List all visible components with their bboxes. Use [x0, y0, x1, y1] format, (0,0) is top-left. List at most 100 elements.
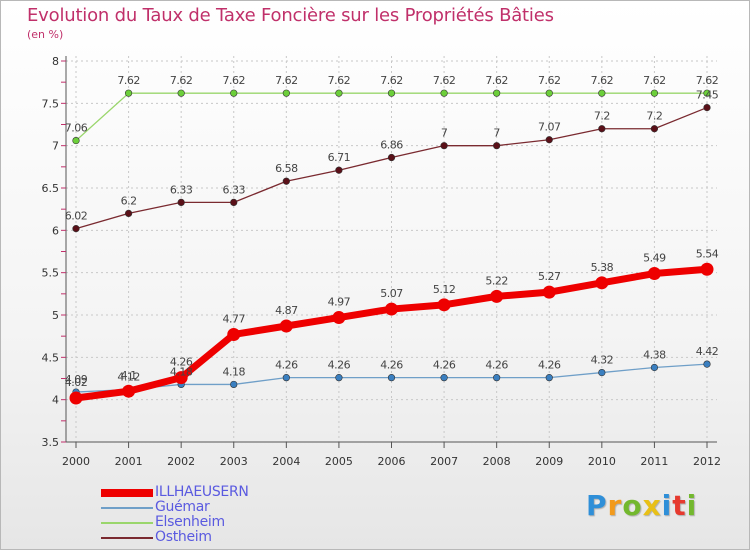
y-tick-label: 5.5: [42, 267, 60, 280]
y-tick-label: 3.5: [42, 436, 60, 449]
data-point-ostheim: [387, 153, 396, 162]
y-tick-label: 6.5: [42, 182, 60, 195]
data-point-elsenheim: [335, 89, 343, 97]
data-point-ostheim: [493, 142, 501, 150]
data-label-illhaeusern: 4.77: [223, 312, 246, 325]
data-label-gumar: 4.26: [485, 359, 508, 372]
data-label-gumar: 4.26: [380, 359, 403, 372]
legend-swatch-illhaeusern: [101, 489, 153, 497]
data-point-ostheim: [703, 103, 711, 112]
data-label-gumar: 4.32: [591, 354, 614, 367]
data-point-illhaeusern: [332, 311, 346, 325]
logo-letter: r: [607, 489, 623, 522]
legend-swatch-elsenheim: [101, 522, 153, 524]
data-label-illhaeusern: 5.12: [433, 283, 456, 296]
data-label-gumar: 4.12: [117, 371, 140, 384]
x-tick-label: 2012: [693, 455, 721, 468]
data-label-illhaeusern: 5.27: [538, 270, 561, 283]
legend-label: Ostheim: [155, 529, 212, 545]
x-tick-label: 2001: [115, 455, 143, 468]
data-point-illhaeusern: [385, 302, 398, 316]
data-label-illhaeusern: 4.1: [121, 369, 137, 382]
data-point-gumar: [282, 374, 290, 382]
data-point-illhaeusern: [595, 276, 609, 290]
x-tick-label: 2008: [483, 455, 511, 468]
data-point-ostheim: [650, 125, 659, 133]
data-point-gumar: [387, 374, 396, 382]
data-point-illhaeusern: [227, 327, 241, 341]
x-tick-label: 2000: [62, 455, 90, 468]
y-tick-label: 8: [52, 55, 59, 68]
data-point-gumar: [440, 374, 448, 382]
data-label-illhaeusern: 4.87: [275, 304, 298, 317]
data-point-illhaeusern: [490, 289, 504, 303]
legend-item-ostheim[interactable]: Ostheim: [101, 529, 361, 545]
data-label-gumar: 4.26: [328, 359, 351, 372]
x-tick-label: 2010: [588, 455, 616, 468]
data-label-elsenheim: 7.62: [485, 74, 508, 87]
legend-swatch-ostheim: [101, 537, 153, 539]
data-label-elsenheim: 7.06: [65, 122, 88, 135]
data-point-ostheim: [598, 125, 606, 133]
data-label-ostheim: 6.58: [275, 162, 298, 175]
data-point-illhaeusern: [69, 391, 83, 405]
data-label-ostheim: 6.33: [223, 183, 246, 196]
legend-item-illhaeusern[interactable]: ILLHAEUSERN: [101, 484, 361, 500]
logo-letter: i: [686, 489, 698, 522]
data-label-ostheim: 6.71: [328, 151, 351, 164]
data-point-elsenheim: [545, 89, 553, 97]
data-label-elsenheim: 7.62: [117, 74, 140, 87]
data-point-gumar: [703, 360, 711, 368]
legend-item-elsenheim[interactable]: Elsenheim: [101, 514, 361, 530]
legend-item-guemar[interactable]: Guémar: [101, 499, 361, 515]
data-label-ostheim: 6.33: [170, 183, 193, 196]
logo-letter: i: [661, 489, 673, 522]
x-tick-label: 2005: [325, 455, 353, 468]
data-label-gumar: 4.42: [696, 345, 719, 358]
y-tick-label: 6: [52, 224, 59, 237]
data-label-ostheim: 7.07: [538, 121, 561, 134]
logo-letter: o: [622, 489, 643, 522]
x-tick-label: 2002: [167, 455, 195, 468]
y-tick-label: 4: [52, 394, 59, 407]
x-tick-label: 2004: [272, 455, 300, 468]
data-point-gumar: [545, 374, 553, 382]
data-label-illhaeusern: 5.38: [591, 261, 614, 274]
y-tick-label: 7: [52, 140, 59, 153]
data-label-gumar: 4.26: [538, 359, 561, 372]
data-label-elsenheim: 7.62: [643, 74, 666, 87]
data-point-gumar: [230, 380, 238, 389]
data-label-ostheim: 7: [493, 127, 500, 140]
data-point-elsenheim: [493, 89, 501, 97]
data-point-elsenheim: [703, 89, 711, 97]
series-line-ostheim: [75, 106, 708, 230]
data-label-gumar: 4.18: [223, 365, 246, 378]
data-point-ostheim: [124, 209, 133, 217]
data-label-gumar: 4.26: [433, 359, 456, 372]
y-tick-label: 7.5: [42, 97, 60, 110]
data-point-ostheim: [177, 198, 185, 206]
chart-title: Evolution du Taux de Taxe Foncière sur l…: [27, 5, 554, 26]
logo-letter: t: [672, 489, 687, 522]
data-point-ostheim: [545, 136, 553, 144]
data-label-elsenheim: 7.62: [328, 74, 351, 87]
data-point-elsenheim: [387, 89, 396, 97]
data-label-illhaeusern: 4.26: [170, 356, 193, 369]
data-label-illhaeusern: 5.49: [643, 252, 666, 265]
data-label-ostheim: 6.86: [380, 139, 403, 152]
data-point-illhaeusern: [174, 371, 188, 385]
data-label-illhaeusern: 5.54: [696, 247, 719, 260]
data-point-illhaeusern: [122, 384, 136, 398]
logo-letter: P: [586, 489, 608, 522]
data-label-elsenheim: 7.62: [538, 74, 561, 87]
data-point-illhaeusern: [279, 319, 293, 333]
y-tick-label: 5: [52, 309, 59, 322]
data-label-elsenheim: 7.62: [223, 74, 246, 87]
y-tick-label: 4.5: [42, 351, 60, 364]
data-label-ostheim: 6.2: [121, 194, 137, 207]
data-point-illhaeusern: [700, 262, 714, 276]
x-tick-label: 2003: [220, 455, 248, 468]
data-label-gumar: 4.38: [643, 348, 666, 361]
data-label-elsenheim: 7.62: [275, 74, 298, 87]
